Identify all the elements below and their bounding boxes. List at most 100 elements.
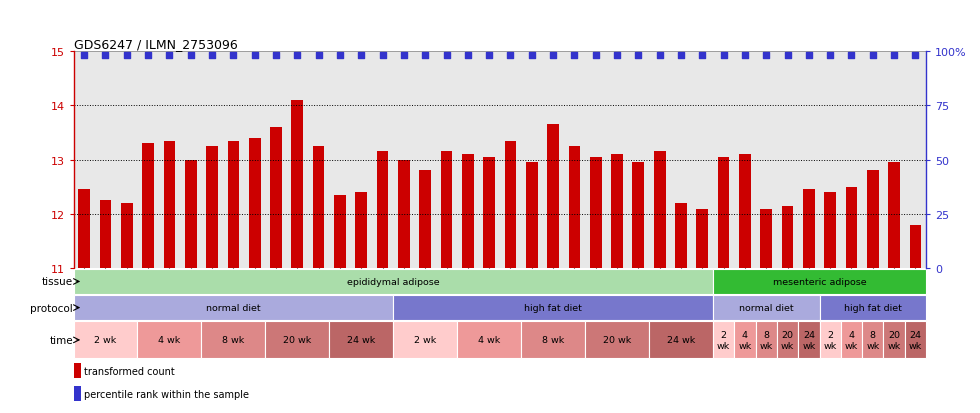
Point	[396, 53, 412, 59]
Bar	[756, 322, 777, 358]
Text: protocol: protocol	[30, 303, 74, 313]
Bar	[819, 295, 926, 320]
Bar	[884, 322, 905, 358]
Text: 20 wk: 20 wk	[283, 336, 312, 344]
Bar	[100, 201, 112, 269]
Bar	[227, 141, 239, 269]
Bar	[398, 160, 410, 269]
Bar	[649, 322, 713, 358]
Bar	[74, 269, 712, 294]
Bar	[206, 147, 218, 269]
Bar	[74, 386, 81, 401]
Text: 2 wk: 2 wk	[94, 336, 117, 344]
Point	[801, 53, 816, 59]
Point	[460, 53, 475, 59]
Bar	[819, 322, 841, 358]
Bar	[291, 100, 303, 269]
Text: high fat diet: high fat diet	[524, 303, 582, 312]
Bar	[313, 147, 324, 269]
Text: high fat diet: high fat diet	[844, 303, 902, 312]
Point	[374, 53, 390, 59]
Point	[630, 53, 646, 59]
Point	[225, 53, 241, 59]
Bar	[249, 138, 261, 269]
Point	[695, 53, 710, 59]
Point	[715, 53, 731, 59]
Bar	[824, 193, 836, 269]
Bar	[483, 157, 495, 269]
Bar	[798, 322, 819, 358]
Text: normal diet: normal diet	[739, 303, 794, 312]
Point	[183, 53, 199, 59]
Bar	[185, 160, 197, 269]
Bar	[734, 322, 756, 358]
Point	[98, 53, 114, 59]
Point	[119, 53, 134, 59]
Text: 8 wk: 8 wk	[542, 336, 564, 344]
Bar	[521, 322, 585, 358]
Bar	[393, 322, 457, 358]
Bar	[905, 322, 926, 358]
Bar	[376, 152, 388, 269]
Bar	[739, 155, 751, 269]
Point	[610, 53, 625, 59]
Point	[588, 53, 604, 59]
Text: 20 wk: 20 wk	[603, 336, 631, 344]
Text: 20
wk: 20 wk	[781, 330, 794, 350]
Bar	[142, 144, 154, 269]
Bar	[462, 155, 473, 269]
Bar	[612, 155, 623, 269]
Bar	[590, 157, 602, 269]
Bar	[632, 163, 644, 269]
Bar	[712, 322, 734, 358]
Bar	[675, 204, 687, 269]
Bar	[334, 195, 346, 269]
Bar	[74, 363, 81, 378]
Point	[140, 53, 156, 59]
Point	[545, 53, 561, 59]
Point	[162, 53, 177, 59]
Bar	[697, 209, 709, 269]
Text: mesenteric adipose: mesenteric adipose	[772, 277, 866, 286]
Bar	[888, 163, 900, 269]
Point	[269, 53, 284, 59]
Point	[311, 53, 326, 59]
Point	[652, 53, 667, 59]
Bar	[356, 193, 368, 269]
Text: 4 wk: 4 wk	[159, 336, 180, 344]
Bar	[841, 322, 862, 358]
Point	[865, 53, 881, 59]
Bar	[760, 209, 772, 269]
Text: 2 wk: 2 wk	[415, 336, 436, 344]
Text: epididymal adipose: epididymal adipose	[347, 277, 440, 286]
Bar	[803, 190, 814, 269]
Point	[481, 53, 497, 59]
Bar	[867, 171, 879, 269]
Point	[289, 53, 305, 59]
Text: 2
wk: 2 wk	[823, 330, 837, 350]
Bar	[121, 204, 132, 269]
Point	[439, 53, 455, 59]
Text: 4
wk: 4 wk	[738, 330, 752, 350]
Bar	[846, 188, 858, 269]
Bar	[862, 322, 884, 358]
Point	[566, 53, 582, 59]
Text: 8
wk: 8 wk	[760, 330, 773, 350]
Text: tissue: tissue	[42, 277, 74, 287]
Point	[844, 53, 859, 59]
Point	[907, 53, 923, 59]
Text: 24
wk: 24 wk	[803, 330, 815, 350]
Bar	[654, 152, 665, 269]
Point	[886, 53, 902, 59]
Bar	[270, 128, 282, 269]
Text: 4 wk: 4 wk	[478, 336, 500, 344]
Point	[332, 53, 348, 59]
Bar	[74, 295, 393, 320]
Bar	[201, 322, 266, 358]
Text: 2
wk: 2 wk	[717, 330, 730, 350]
Point	[204, 53, 220, 59]
Text: 24 wk: 24 wk	[666, 336, 695, 344]
Point	[524, 53, 540, 59]
Bar	[909, 225, 921, 269]
Bar	[777, 322, 798, 358]
